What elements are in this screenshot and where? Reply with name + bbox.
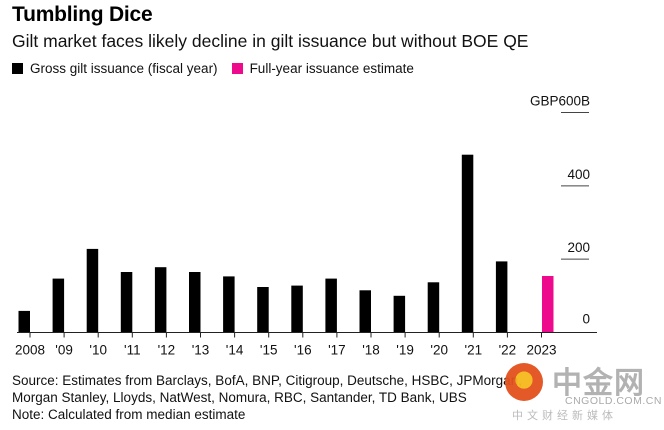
x-tick-label: '11 [124,343,141,358]
bar-issuance-21 [461,154,474,333]
watermark-tagline: 中文财经新媒体 [512,410,617,422]
bar-issuance-13 [189,272,201,333]
x-tick-label: 2023 [526,343,556,358]
legend: Gross gilt issuance (fiscal year) Full-y… [12,61,428,76]
x-tick-label: '10 [89,343,107,358]
y-tick-label: 200 [567,240,590,255]
x-tick-label: '19 [396,343,414,358]
y-tick-label: GBP600B [530,94,590,109]
legend-swatch-gross-issuance [12,63,23,74]
x-tick-label: '13 [192,343,210,358]
x-tick-label: '16 [294,343,312,358]
bar-issuance-10 [86,248,99,333]
x-tick-label: '09 [55,343,73,358]
bar-issuance-11 [120,272,133,333]
x-tick-label: 2008 [15,343,45,358]
legend-label-estimate: Full-year issuance estimate [249,61,414,76]
watermark-url: CNGOLD.COM.CN [565,395,662,407]
x-tick-label: '12 [158,343,176,358]
bar-issuance-09 [52,278,65,333]
x-tick-label: '20 [430,343,448,358]
y-tick-label: 0 [582,312,590,327]
x-tick-label: '18 [362,343,380,358]
bar-issuance-16 [291,285,303,333]
chart-subtitle: Gilt market faces likely decline in gilt… [12,31,529,51]
bars [18,154,554,333]
bar-issuance-22 [495,261,508,333]
chart-title: Tumbling Dice [12,3,153,26]
bar-issuance-19 [393,295,406,333]
bar-issuance-20 [427,282,440,333]
y-axis: 0 200 400 GBP600B [530,94,590,327]
x-tick-label: '14 [226,343,244,358]
bar-issuance-18 [359,290,371,333]
watermark: 中金网 CNGOLD.COM.CN 中文财经新媒体 [505,360,664,422]
watermark-name: 中金网 [552,366,645,401]
chart-footer: Source: Estimates from Barclays, BofA, B… [12,372,522,423]
legend-item-estimate: Full-year issuance estimate [231,61,414,76]
x-axis: 2008 '09 '10 '11 '12 '13 '14 '15 '16 '17 '18 '19 '20… [15,332,557,358]
bar-issuance-12 [154,267,167,333]
source-note-line2: Morgan Stanley, Lloyds, NatWest, Nomura,… [12,390,467,405]
calculation-note: Note: Calculated from median estimate [12,407,246,422]
x-tick-label: '22 [499,343,517,358]
legend-item-gross-issuance: Gross gilt issuance (fiscal year) [12,61,218,76]
watermark-logo-icon [505,363,543,401]
bar-issuance-17 [325,278,337,333]
x-tick-label: '21 [465,343,483,358]
legend-label-gross-issuance: Gross gilt issuance (fiscal year) [30,61,218,76]
legend-swatch-estimate [231,63,243,74]
bar-issuance-14 [223,276,235,333]
source-note: Source: Estimates from Barclays, BofA, B… [12,373,522,388]
bar-issuance-15 [257,287,269,333]
y-tick-label: 400 [567,167,590,182]
bar-estimate-2023 [542,276,554,333]
x-tick-label: '15 [260,343,278,358]
bar-issuance-2008 [18,310,30,333]
x-tick-label: '17 [328,343,346,358]
